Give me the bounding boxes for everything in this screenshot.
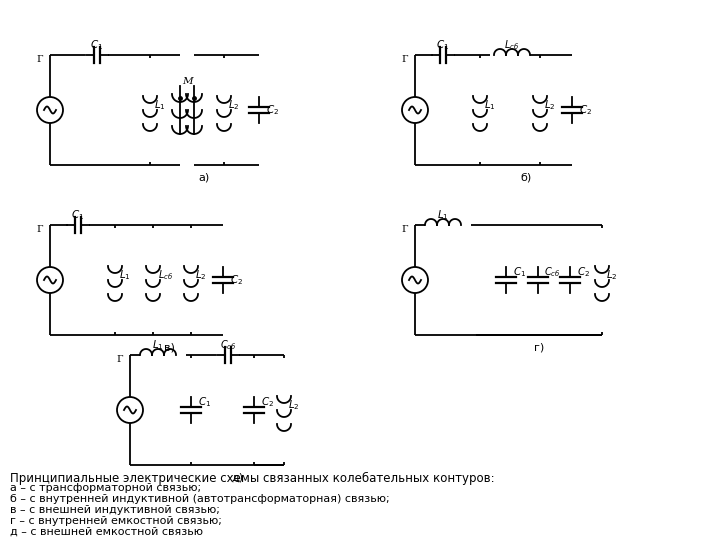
Text: $L_1$: $L_1$: [119, 268, 131, 282]
Text: Г: Г: [37, 56, 43, 64]
Text: $C_2$: $C_2$: [266, 103, 279, 117]
Text: д): д): [231, 473, 243, 483]
Text: $L_2$: $L_2$: [544, 98, 556, 112]
Text: $L_2$: $L_2$: [195, 268, 207, 282]
Text: б – с внутренней индуктивной (автотрансформаторная) связью;: б – с внутренней индуктивной (автотрансф…: [10, 494, 390, 504]
Text: $L_{сб}$: $L_{сб}$: [158, 268, 174, 282]
Text: $L_2$: $L_2$: [288, 398, 300, 412]
Text: Г: Г: [37, 226, 43, 234]
Text: $C_2$: $C_2$: [261, 395, 274, 409]
Text: $C_2$: $C_2$: [230, 273, 243, 287]
Text: $L_1$: $L_1$: [484, 98, 496, 112]
Text: $L_2$: $L_2$: [606, 268, 618, 282]
Text: а – с трансформаторной связью;: а – с трансформаторной связью;: [10, 483, 201, 493]
Text: б): б): [521, 173, 531, 183]
Text: Г: Г: [402, 226, 408, 234]
Text: д – с внешней емкостной связью: д – с внешней емкостной связью: [10, 527, 203, 537]
Text: $L_1$: $L_1$: [152, 338, 164, 352]
Text: Принципиальные электрические схемы связанных колебательных контуров:: Принципиальные электрические схемы связа…: [10, 472, 495, 485]
Text: Г: Г: [117, 355, 123, 364]
Text: $C_{сб}$: $C_{сб}$: [220, 338, 236, 352]
Text: в – с внешней индуктивной связью;: в – с внешней индуктивной связью;: [10, 505, 220, 515]
Text: $C_1$: $C_1$: [513, 265, 526, 279]
Text: $C_1$: $C_1$: [436, 38, 449, 52]
Text: $C_2$: $C_2$: [580, 103, 593, 117]
Text: $L_2$: $L_2$: [228, 98, 240, 112]
Text: г): г): [534, 343, 544, 353]
Text: в): в): [163, 343, 174, 353]
Text: $C_{сб}$: $C_{сб}$: [544, 265, 560, 279]
Text: $L_1$: $L_1$: [437, 208, 449, 222]
Text: $L_1$: $L_1$: [154, 98, 166, 112]
Text: $C_1$: $C_1$: [199, 395, 212, 409]
Text: г – с внутренней емкостной связью;: г – с внутренней емкостной связью;: [10, 516, 222, 526]
Text: $C_1$: $C_1$: [71, 208, 85, 222]
Text: $L_{сб}$: $L_{сб}$: [505, 38, 520, 52]
Text: Г: Г: [402, 56, 408, 64]
Text: M: M: [181, 78, 192, 86]
Text: $C_2$: $C_2$: [577, 265, 590, 279]
Text: а): а): [199, 173, 210, 183]
Text: $C_1$: $C_1$: [91, 38, 104, 52]
